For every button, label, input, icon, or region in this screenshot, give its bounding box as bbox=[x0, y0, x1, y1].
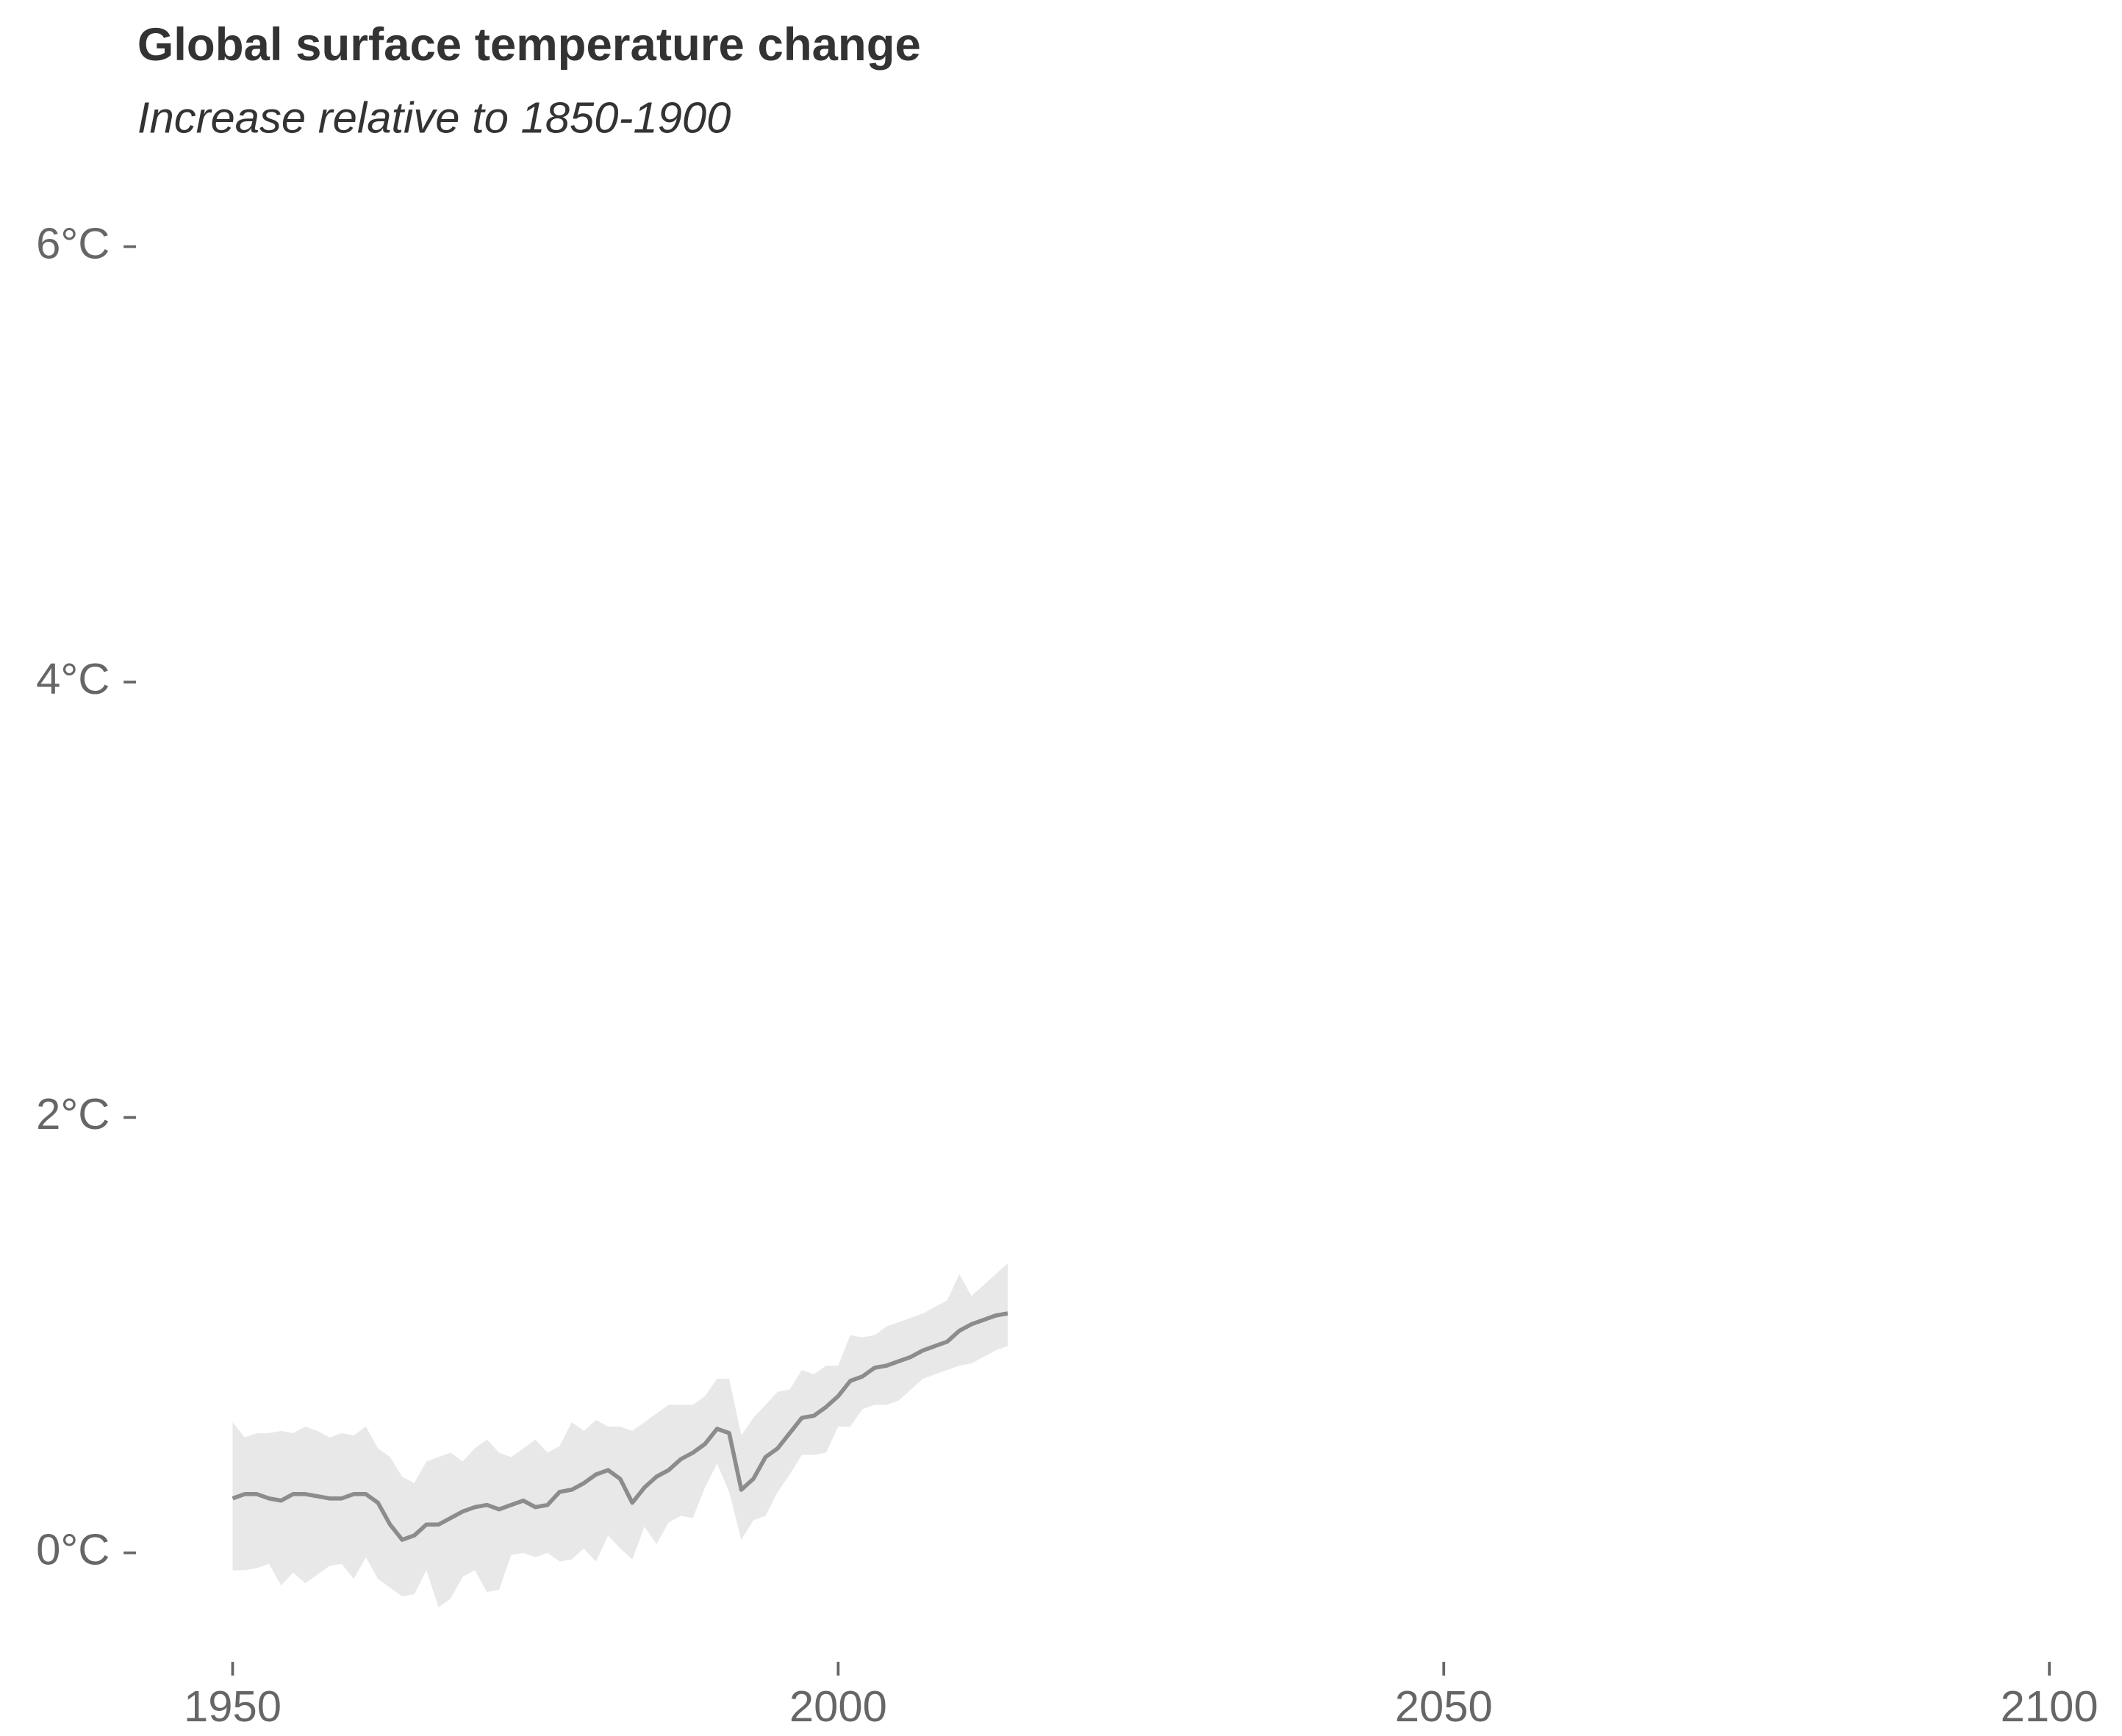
chart-title: Global surface temperature change bbox=[137, 18, 921, 71]
y-tick-label: 2°C bbox=[36, 1089, 110, 1138]
uncertainty-band bbox=[232, 1263, 1008, 1607]
chart-subtitle: Increase relative to 1850-1900 bbox=[137, 93, 731, 142]
y-tick-label: 0°C bbox=[36, 1525, 110, 1574]
x-tick-label: 2000 bbox=[789, 1682, 887, 1731]
x-tick-label: 1950 bbox=[184, 1682, 282, 1731]
x-tick-label: 2050 bbox=[1395, 1682, 1493, 1731]
y-tick-label: 4°C bbox=[36, 654, 110, 703]
y-tick-label: 6°C bbox=[36, 218, 110, 268]
x-tick-label: 2100 bbox=[2001, 1682, 2098, 1731]
temperature-line bbox=[232, 1311, 1008, 1542]
